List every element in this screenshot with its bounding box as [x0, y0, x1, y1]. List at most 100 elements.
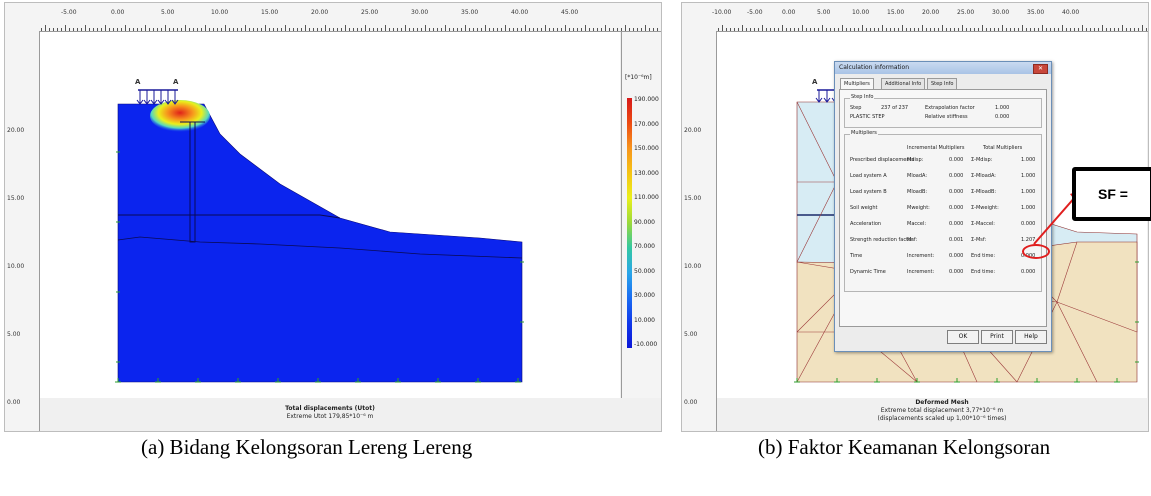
plot-footer-subtitle: Extreme Utot 179,85*10⁻⁶ m: [286, 413, 374, 420]
ruler-tick: [1058, 28, 1059, 31]
ruler-tick: [141, 28, 142, 31]
ruler-tick: [641, 28, 642, 31]
ruler-tick: [1126, 28, 1127, 31]
tab-multipliers[interactable]: Multipliers: [840, 78, 874, 89]
ruler-tick: [361, 28, 362, 31]
load-label-a2: A: [173, 78, 179, 86]
ruler-tick: [758, 28, 759, 31]
ruler-tick: [1082, 25, 1083, 31]
multiplier-inc-label: Increment:: [907, 253, 935, 259]
ruler-tick: [125, 25, 126, 31]
multiplier-tot: 0.000: [1021, 269, 1036, 275]
ruler-tick: [938, 28, 939, 31]
ruler-tick-label: 15.00: [261, 9, 279, 16]
legend-value: 50.000: [634, 267, 655, 275]
tab-additional-info[interactable]: Additional Info: [881, 78, 926, 89]
ruler-tick: [1038, 28, 1039, 31]
ruler-tick: [625, 25, 626, 31]
ruler-tick: [201, 28, 202, 31]
ruler-tick: [1142, 25, 1143, 31]
dialog-title-bar[interactable]: Calculation information ✕: [835, 62, 1051, 74]
ruler-tick: [73, 28, 74, 31]
ruler-tick: [722, 25, 723, 31]
ruler-tick: [525, 25, 526, 31]
ruler-tick: [169, 28, 170, 31]
ruler-tick-label: 25.00: [361, 9, 379, 16]
ruler-tick: [794, 28, 795, 31]
load-arrows: [136, 90, 179, 105]
ruler-tick: [409, 28, 410, 31]
ruler-tick-label: 30.00: [992, 9, 1010, 16]
multiplier-name: Time: [850, 253, 863, 259]
ruler-tick: [153, 28, 154, 31]
ruler-tick: [982, 25, 983, 31]
ruler-tick: [453, 28, 454, 31]
ruler-tick-label: 20.00: [922, 9, 940, 16]
ruler-tick: [369, 28, 370, 31]
ruler-tick: [89, 28, 90, 31]
ruler-tick: [553, 28, 554, 31]
phase-label: PLASTIC STEP: [850, 114, 885, 120]
ruler-tick: [914, 28, 915, 31]
ruler-tick: [41, 28, 42, 31]
multipliers-group: Multipliers Incremental Multipliers Tota…: [844, 130, 1042, 292]
ruler-tick: [389, 28, 390, 31]
ruler-tick: [533, 28, 534, 31]
multiplier-inc: 0.000: [949, 173, 964, 179]
ruler-tick-label: 10.00: [211, 9, 229, 16]
ruler-tick: [1042, 25, 1043, 31]
ruler-tick: [105, 25, 106, 31]
plot-canvas[interactable]: A A: [40, 32, 620, 398]
ruler-tick: [866, 28, 867, 31]
ruler-tick: [185, 25, 186, 31]
ruler-tick: [497, 28, 498, 31]
ruler-tick: [145, 25, 146, 31]
ruler-tick: [597, 28, 598, 31]
tab-step-info[interactable]: Step Info: [927, 78, 958, 89]
ruler-tick: [613, 28, 614, 31]
tab-body: Step Info Step 237 of 237 PLASTIC STEP E…: [839, 89, 1047, 327]
ruler-tick: [958, 28, 959, 31]
ruler-tick: [565, 25, 566, 31]
multiplier-tot-label: Σ-Mweight:: [971, 205, 999, 211]
ruler-tick: [233, 28, 234, 31]
legend-value: 70.000: [634, 243, 655, 250]
ruler-tick-label: 5.00: [684, 331, 698, 338]
ruler-tick: [726, 28, 727, 31]
ruler-tick-label: 0.00: [7, 399, 21, 406]
legend-value: 130.000: [634, 169, 659, 177]
calculation-info-dialog[interactable]: Calculation information ✕ Multipliers Ad…: [834, 61, 1052, 352]
ruler-tick: [81, 28, 82, 31]
ruler-tick: [273, 28, 274, 31]
ruler-tick: [573, 28, 574, 31]
print-button[interactable]: Print: [981, 330, 1013, 344]
dialog-title: Calculation information: [839, 64, 910, 71]
ruler-tick: [213, 28, 214, 31]
stiffness-value: 0.000: [995, 114, 1010, 120]
ruler-tick: [1050, 28, 1051, 31]
close-icon[interactable]: ✕: [1033, 64, 1048, 74]
ruler-tick: [842, 25, 843, 31]
ruler-tick: [934, 28, 935, 31]
ruler-tick: [730, 28, 731, 31]
ruler-tick: [385, 25, 386, 31]
ruler-tick: [629, 28, 630, 31]
help-button[interactable]: Help: [1015, 330, 1047, 344]
ruler-tick: [810, 28, 811, 31]
soil-body: [117, 103, 523, 383]
ruler-tick: [1138, 28, 1139, 31]
layer-boundary-lower: [117, 236, 523, 259]
ok-button[interactable]: OK: [947, 330, 979, 344]
ruler-tick: [946, 28, 947, 31]
vertical-ruler: 20.00 15.00 10.00 5.00 0.00: [5, 31, 40, 431]
ruler-tick: [465, 25, 466, 31]
ruler-tick: [477, 28, 478, 31]
ruler-tick: [818, 28, 819, 31]
ruler-tick: [481, 28, 482, 31]
ruler-tick-label: -5.00: [61, 9, 77, 16]
ruler-tick-label: 15.00: [887, 9, 905, 16]
ruler-tick: [349, 28, 350, 31]
ruler-tick: [1146, 28, 1147, 31]
ruler-tick: [830, 28, 831, 31]
ruler-tick: [405, 25, 406, 31]
